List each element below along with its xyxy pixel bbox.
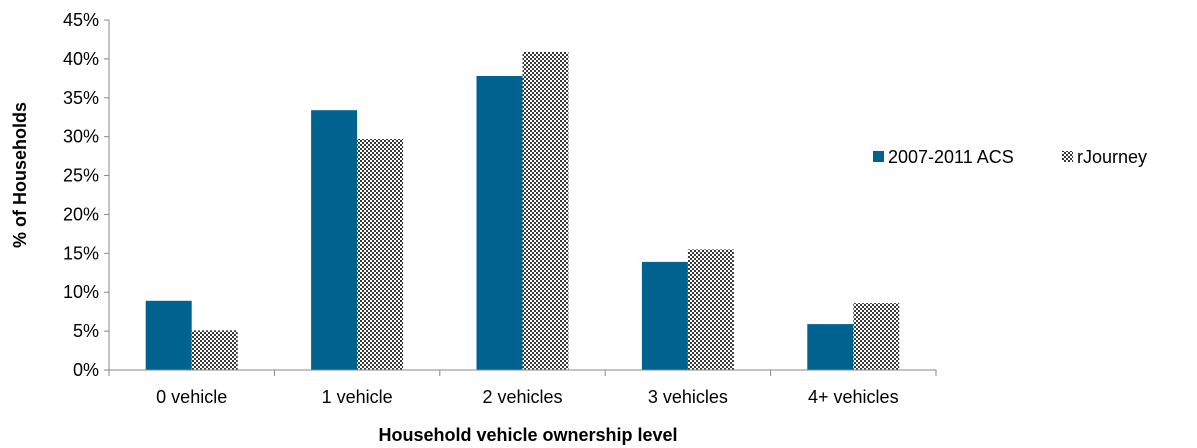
x-axis-tick-labels: 0 vehicle 1 vehicle 2 vehicles 3 vehicles 4+… (156, 387, 898, 407)
y-axis-tick-labels: 0% 5% 10% 15% 20% 25% 30% 35% 40% 45% (63, 10, 99, 380)
bar-acs (642, 262, 688, 370)
x-tick-label: 4+ vehicles (808, 387, 899, 407)
bars (146, 52, 900, 370)
y-axis-title: % of Households (10, 102, 30, 248)
legend-swatch-rjourney (1062, 151, 1073, 162)
y-tick-label: 45% (63, 10, 99, 30)
y-axis-ticks (104, 20, 109, 370)
legend: 2007-2011 ACS rJourney (873, 147, 1147, 167)
legend-label-rjourney: rJourney (1077, 147, 1147, 167)
x-axis-title: Household vehicle ownership level (378, 425, 677, 445)
bar-rjourney (523, 52, 569, 370)
y-tick-label: 35% (63, 88, 99, 108)
y-tick-label: 40% (63, 49, 99, 69)
x-tick-label: 3 vehicles (648, 387, 728, 407)
bar-acs (477, 76, 523, 370)
y-tick-label: 20% (63, 204, 99, 224)
bar-rjourney (853, 303, 899, 370)
y-tick-label: 15% (63, 243, 99, 263)
bar-rjourney (192, 330, 238, 370)
legend-label-acs: 2007-2011 ACS (888, 147, 1014, 167)
y-tick-label: 0% (73, 360, 99, 380)
bar-rjourney (688, 249, 734, 370)
legend-swatch-acs (873, 151, 884, 162)
y-tick-label: 5% (73, 321, 99, 341)
x-tick-label: 2 vehicles (482, 387, 562, 407)
bar-acs (311, 110, 357, 370)
y-tick-label: 10% (63, 282, 99, 302)
y-tick-label: 25% (63, 166, 99, 186)
bar-acs (807, 324, 853, 370)
bar-rjourney (357, 139, 403, 370)
x-tick-label: 1 vehicle (322, 387, 393, 407)
x-tick-label: 0 vehicle (156, 387, 227, 407)
y-tick-label: 30% (63, 127, 99, 147)
x-axis-ticks (109, 370, 936, 376)
bar-acs (146, 301, 192, 370)
